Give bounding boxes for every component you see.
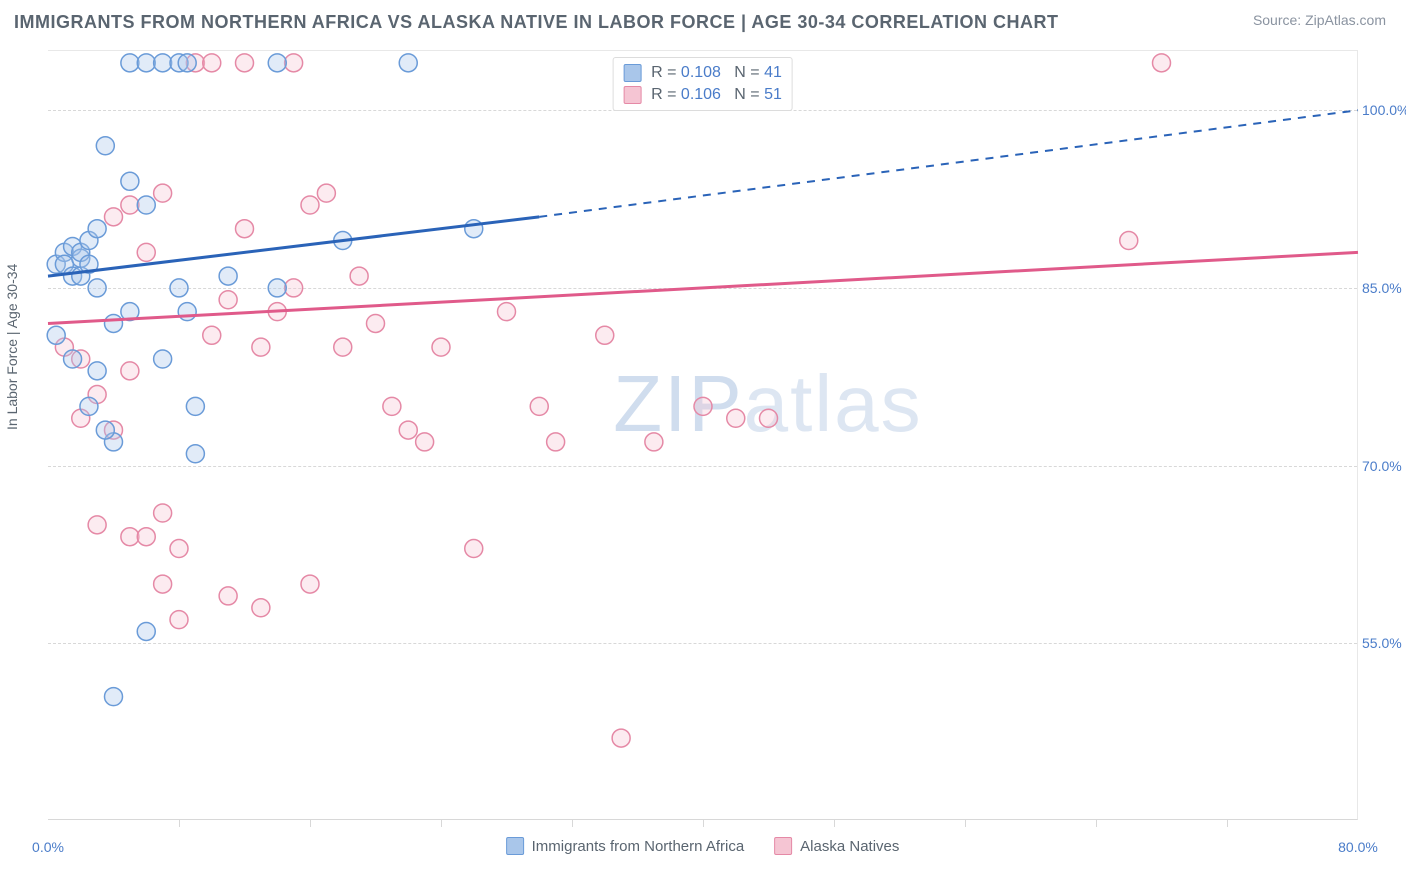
data-point <box>1120 232 1138 250</box>
legend-swatch-icon <box>774 837 792 855</box>
data-point <box>760 409 778 427</box>
series-legend: Immigrants from Northern Africa Alaska N… <box>506 837 900 855</box>
data-point <box>137 528 155 546</box>
correlation-legend: R = 0.108 N = 41 R = 0.106 N = 51 <box>612 57 793 111</box>
x-tick-label: 80.0% <box>1338 839 1378 855</box>
data-point <box>137 54 155 72</box>
data-point <box>596 326 614 344</box>
data-point <box>236 54 254 72</box>
data-point <box>317 184 335 202</box>
data-point <box>612 729 630 747</box>
data-point <box>547 433 565 451</box>
data-point <box>137 622 155 640</box>
data-point <box>154 504 172 522</box>
data-point <box>137 196 155 214</box>
data-point <box>350 267 368 285</box>
data-point <box>96 421 114 439</box>
data-point <box>219 587 237 605</box>
data-point <box>203 326 221 344</box>
data-point <box>301 575 319 593</box>
scatter-plot-svg <box>48 51 1357 819</box>
data-point <box>219 267 237 285</box>
data-point <box>137 243 155 261</box>
correlation-chart: ZIPatlas 55.0%70.0%85.0%100.0%0.0%80.0% … <box>48 50 1358 820</box>
data-point <box>252 599 270 617</box>
data-point <box>178 303 196 321</box>
data-point <box>285 54 303 72</box>
data-point <box>178 54 196 72</box>
y-tick-label: 100.0% <box>1362 102 1406 118</box>
data-point <box>367 314 385 332</box>
data-point <box>121 172 139 190</box>
data-point <box>465 540 483 558</box>
y-axis-label: In Labor Force | Age 30-34 <box>4 264 20 430</box>
data-point <box>154 184 172 202</box>
data-point <box>170 611 188 629</box>
data-point <box>432 338 450 356</box>
source-label: Source: ZipAtlas.com <box>1253 12 1386 28</box>
data-point <box>47 326 65 344</box>
data-point <box>416 433 434 451</box>
data-point <box>121 54 139 72</box>
data-point <box>105 208 123 226</box>
data-point <box>530 397 548 415</box>
data-point <box>88 516 106 534</box>
data-point <box>399 421 417 439</box>
data-point <box>694 397 712 415</box>
data-point <box>252 338 270 356</box>
data-point <box>170 279 188 297</box>
data-point <box>383 397 401 415</box>
data-point <box>465 220 483 238</box>
y-tick-label: 55.0% <box>1362 635 1406 651</box>
data-point <box>121 196 139 214</box>
data-point <box>203 54 221 72</box>
data-point <box>399 54 417 72</box>
legend-item: Immigrants from Northern Africa <box>506 837 745 855</box>
data-point <box>219 291 237 309</box>
data-point <box>154 350 172 368</box>
data-point <box>1153 54 1171 72</box>
data-point <box>301 196 319 214</box>
data-point <box>88 220 106 238</box>
legend-item: Alaska Natives <box>774 837 899 855</box>
legend-row-series-1: R = 0.108 N = 41 <box>623 62 782 84</box>
legend-swatch-icon <box>623 86 641 104</box>
data-point <box>88 362 106 380</box>
data-point <box>268 54 286 72</box>
data-point <box>285 279 303 297</box>
data-point <box>236 220 254 238</box>
data-point <box>154 575 172 593</box>
data-point <box>88 279 106 297</box>
trend-line-extrapolated <box>539 110 1358 217</box>
data-point <box>64 350 82 368</box>
x-tick-label: 0.0% <box>32 839 64 855</box>
data-point <box>170 540 188 558</box>
data-point <box>121 362 139 380</box>
legend-row-series-2: R = 0.106 N = 51 <box>623 84 782 106</box>
data-point <box>334 338 352 356</box>
data-point <box>154 54 172 72</box>
trend-line <box>48 217 539 276</box>
data-point <box>186 445 204 463</box>
data-point <box>645 433 663 451</box>
y-tick-label: 85.0% <box>1362 280 1406 296</box>
data-point <box>727 409 745 427</box>
legend-swatch-icon <box>623 64 641 82</box>
data-point <box>498 303 516 321</box>
data-point <box>105 314 123 332</box>
legend-item-label: Immigrants from Northern Africa <box>532 838 745 855</box>
page-title: IMMIGRANTS FROM NORTHERN AFRICA VS ALASK… <box>14 12 1059 33</box>
data-point <box>186 397 204 415</box>
data-point <box>121 528 139 546</box>
y-tick-label: 70.0% <box>1362 458 1406 474</box>
data-point <box>105 688 123 706</box>
legend-item-label: Alaska Natives <box>800 838 899 855</box>
trend-line <box>48 252 1358 323</box>
data-point <box>96 137 114 155</box>
legend-swatch-icon <box>506 837 524 855</box>
data-point <box>80 397 98 415</box>
data-point <box>268 279 286 297</box>
